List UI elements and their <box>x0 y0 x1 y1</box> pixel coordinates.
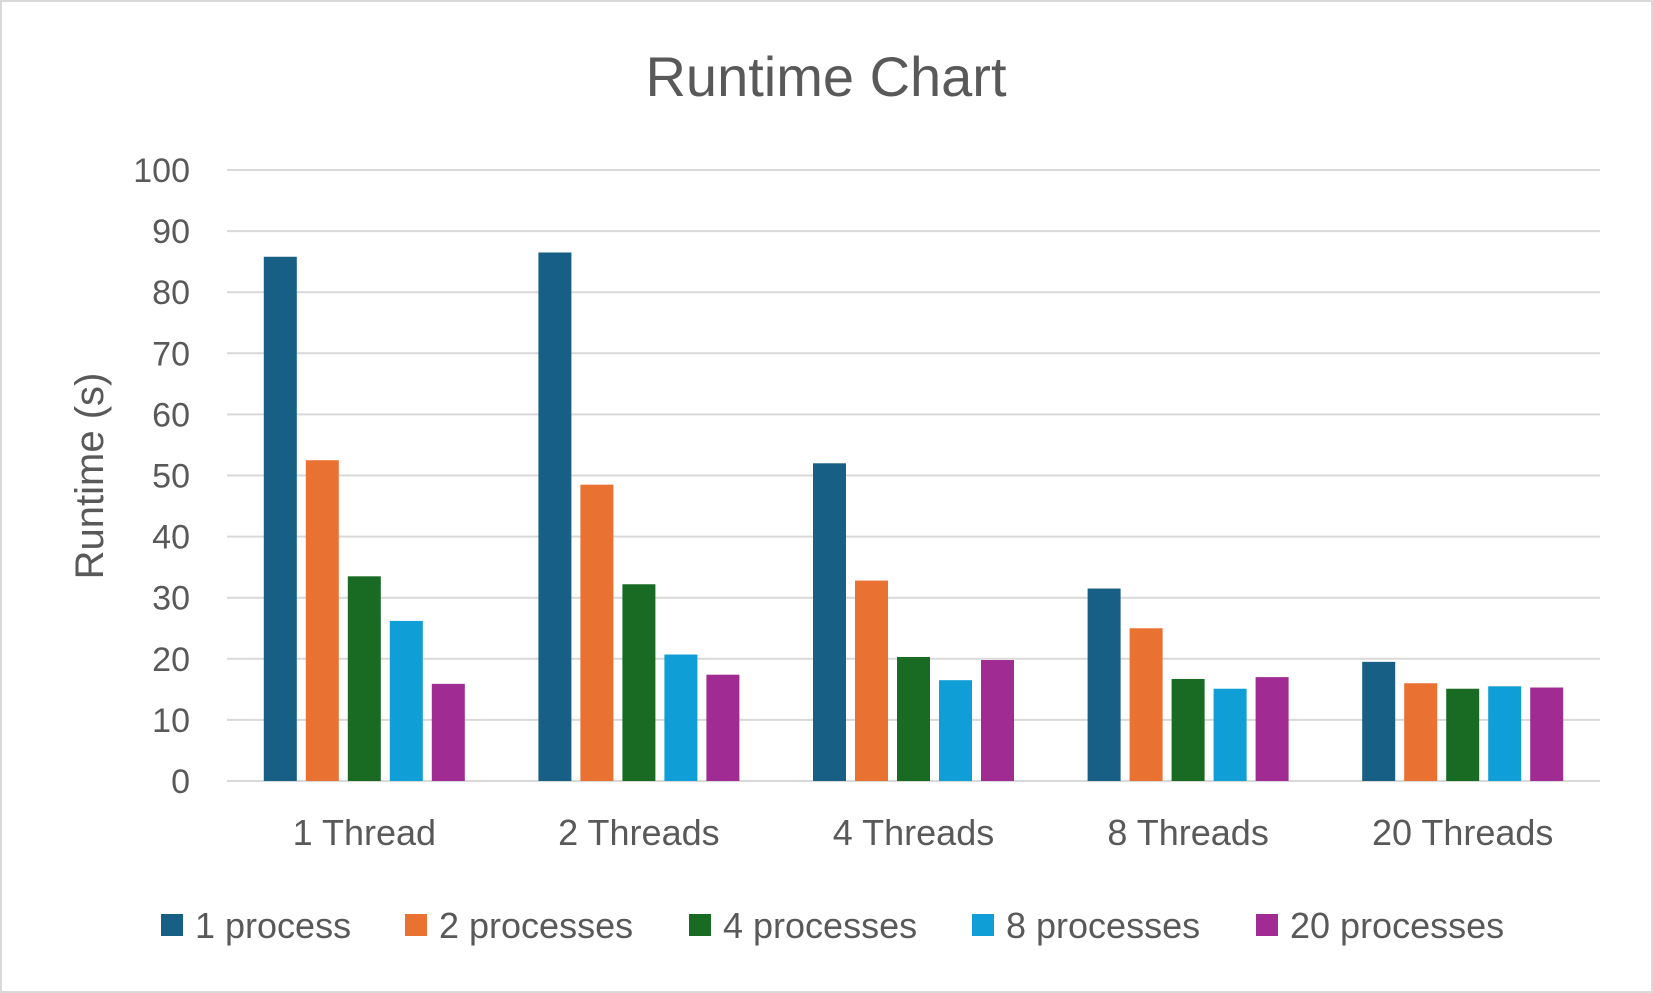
y-tick-label: 80 <box>152 274 190 312</box>
y-tick-label: 90 <box>152 213 190 251</box>
y-tick-label: 40 <box>152 519 190 557</box>
bar <box>263 256 297 782</box>
x-tick-label: 20 Threads <box>1372 812 1553 853</box>
legend: 1 process 2 processes 4 processes 8 process… <box>161 905 1504 946</box>
bar <box>347 576 381 781</box>
legend-item: 8 processes <box>972 905 1200 946</box>
bar <box>855 580 888 781</box>
legend-item: 4 processes <box>689 905 917 946</box>
legend-label: 1 process <box>195 905 351 946</box>
bar <box>813 463 846 781</box>
y-tick-label: 30 <box>152 580 190 618</box>
bar <box>897 656 930 781</box>
bar <box>1362 661 1396 781</box>
bar <box>389 620 423 781</box>
bars <box>263 252 1564 782</box>
x-tick-label: 2 Threads <box>558 812 719 853</box>
bar <box>1488 686 1522 781</box>
chart-title: Runtime Chart <box>645 45 1006 108</box>
legend-swatch <box>972 914 994 936</box>
y-tick-label: 0 <box>171 763 190 801</box>
y-tick-label: 70 <box>152 335 190 373</box>
bar <box>1446 688 1480 781</box>
legend-label: 20 processes <box>1290 905 1504 946</box>
legend-label: 2 processes <box>439 905 633 946</box>
bar <box>622 584 656 781</box>
legend-swatch <box>161 914 183 936</box>
bar <box>1129 628 1163 781</box>
bar <box>706 674 740 781</box>
bar <box>580 484 614 781</box>
legend-item: 1 process <box>161 905 351 946</box>
bar <box>1530 687 1564 781</box>
y-axis-ticks: 0 10 20 30 40 50 60 70 80 90 100 <box>133 152 190 801</box>
legend-item: 20 processes <box>1256 905 1504 946</box>
y-tick-label: 100 <box>133 152 190 190</box>
y-axis-label: Runtime (s) <box>68 373 112 580</box>
legend-swatch <box>1256 914 1278 936</box>
legend-item: 2 processes <box>405 905 633 946</box>
y-tick-label: 20 <box>152 641 190 679</box>
bar <box>1255 677 1289 781</box>
x-tick-label: 1 Thread <box>293 812 436 853</box>
bar <box>939 680 972 781</box>
legend-swatch <box>689 914 711 936</box>
bar <box>1171 678 1205 781</box>
bar <box>538 252 572 782</box>
x-tick-label: 4 Threads <box>833 812 994 853</box>
x-axis-ticks: 1 Thread 2 Threads 4 Threads 8 Threads 20 Th… <box>293 812 1554 853</box>
legend-label: 4 processes <box>723 905 917 946</box>
bar <box>1213 688 1247 781</box>
bar <box>431 683 465 781</box>
bar <box>305 460 339 781</box>
y-tick-label: 10 <box>152 702 190 740</box>
bar <box>664 654 698 781</box>
bar <box>981 660 1014 781</box>
y-tick-label: 60 <box>152 396 190 434</box>
y-tick-label: 50 <box>152 458 190 496</box>
legend-label: 8 processes <box>1006 905 1200 946</box>
bar <box>1087 588 1121 781</box>
legend-swatch <box>405 914 427 936</box>
x-tick-label: 8 Threads <box>1107 812 1268 853</box>
bar <box>1404 683 1438 781</box>
